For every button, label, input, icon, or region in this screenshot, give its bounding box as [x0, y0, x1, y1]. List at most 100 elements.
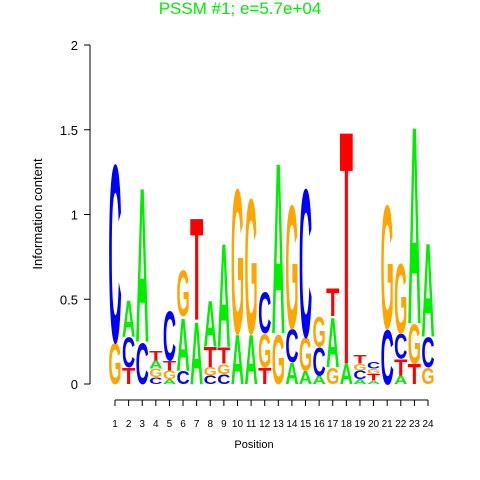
logo-letter: G [272, 320, 285, 399]
logo-letter: A [340, 358, 353, 390]
logo-letter: A [353, 378, 367, 386]
x-tick-label: 23 [409, 419, 421, 430]
y-axis-label: Information content [30, 158, 45, 270]
x-tick-label: 2 [126, 419, 132, 430]
logo-letter: G [231, 147, 244, 378]
logo-letter: C [353, 369, 366, 382]
logo-letter: G [353, 363, 366, 373]
logo-letter: T [408, 358, 422, 390]
x-tick-label: 16 [314, 419, 326, 430]
logo-letter: A [421, 217, 434, 366]
logo-letter: T [149, 348, 163, 363]
logo-letter: A [367, 380, 380, 385]
x-tick-label: 20 [368, 419, 380, 430]
logo-letter: C [163, 296, 176, 375]
x-tick-label: 17 [327, 419, 339, 430]
x-tick-label: 9 [221, 419, 227, 430]
logo-letter: A [163, 378, 177, 386]
x-tick-label: 14 [286, 419, 298, 430]
y-tick-label: 1 [71, 208, 78, 223]
logo-letter: G [381, 169, 394, 366]
logo-letter: A [394, 374, 407, 387]
logo-letter: T [204, 341, 218, 373]
logo-letter: G [326, 364, 339, 390]
x-tick-label: 21 [382, 419, 394, 430]
x-tick-label: 19 [354, 419, 366, 430]
logo-letter: G [149, 367, 162, 380]
logo-letter: C [367, 361, 380, 371]
logo-letter: C [204, 374, 217, 387]
logo-letter: C [381, 314, 394, 400]
logo-letter: G [285, 169, 298, 366]
logo-letter: C [122, 329, 135, 376]
logo-letter: T [163, 358, 177, 373]
logo-letter: T [353, 353, 367, 366]
logo-letter: C [149, 377, 162, 387]
x-tick-label: 7 [194, 419, 200, 430]
x-tick-label: 12 [259, 419, 271, 430]
x-tick-label: 22 [395, 419, 407, 430]
logo-letter: G [108, 332, 121, 398]
logo-letter: C [313, 341, 326, 385]
logo-letter: G [258, 326, 271, 378]
logo-letter: T [258, 364, 272, 390]
x-tick-label: 3 [139, 419, 145, 430]
logo-letter: T [217, 344, 231, 370]
x-tick-label: 1 [112, 419, 118, 430]
logo-letter: A [176, 304, 189, 388]
logo-letter: A [217, 214, 230, 379]
logo-letter: T [367, 373, 380, 383]
logo-letter: C [136, 332, 149, 398]
logo-letter: G [367, 368, 380, 376]
x-tick-label: 5 [167, 419, 173, 430]
logo-letter: C [217, 372, 230, 387]
logo-letter: A [299, 368, 312, 389]
y-tick-label: 2 [71, 38, 78, 53]
x-tick-label: 4 [153, 419, 159, 430]
logo-letter: T [340, 63, 353, 436]
x-tick-label: 24 [422, 419, 434, 430]
logo-letter: G [244, 158, 257, 374]
logo-letter: A [326, 303, 339, 382]
logo-letter: T [394, 356, 408, 382]
logo-letter: G [421, 364, 434, 390]
y-tick-label: 0.5 [60, 292, 78, 307]
logo-letter: A [204, 288, 217, 361]
x-tick-label: 10 [232, 419, 244, 430]
logo-letter: G [408, 313, 421, 376]
x-tick-label: 13 [273, 419, 285, 430]
logo-letter: A [122, 291, 135, 349]
logo-letter: T [122, 364, 136, 390]
x-tick-label: 8 [207, 419, 213, 430]
x-tick-label: 6 [180, 419, 186, 430]
x-tick-label: 15 [300, 419, 312, 430]
logo-letter: G [299, 330, 312, 382]
logo-letter: G [176, 258, 189, 331]
y-tick-label: 1.5 [60, 123, 78, 138]
logo-letter: T [326, 281, 339, 325]
logo-letter: G [394, 243, 407, 354]
logo-letter: A [272, 111, 285, 385]
logo-letter: A [244, 320, 257, 399]
logo-letter: A [231, 320, 244, 399]
x-tick-label: 18 [341, 419, 353, 430]
logo-letter: A [408, 69, 421, 384]
logo-letter: A [149, 358, 162, 371]
logo-letter: A [136, 143, 149, 390]
logo-letter: G [204, 365, 217, 378]
logo-letter: C [421, 329, 434, 376]
logo-letter: C [258, 281, 271, 347]
logo-letter: A [285, 357, 298, 391]
y-tick-label: 0 [71, 377, 78, 392]
logo-letter: C [394, 327, 407, 367]
logo-letter: A [190, 303, 203, 404]
logo-letter: G [163, 369, 176, 382]
logo-letter: C [176, 368, 189, 389]
logo-letter: G [217, 361, 230, 376]
logo-letter: C [299, 145, 312, 382]
logo-letter: C [108, 113, 121, 397]
x-axis-label: Position [234, 439, 273, 451]
logo-letter: C [285, 321, 298, 373]
logo-letter: G [313, 309, 326, 356]
